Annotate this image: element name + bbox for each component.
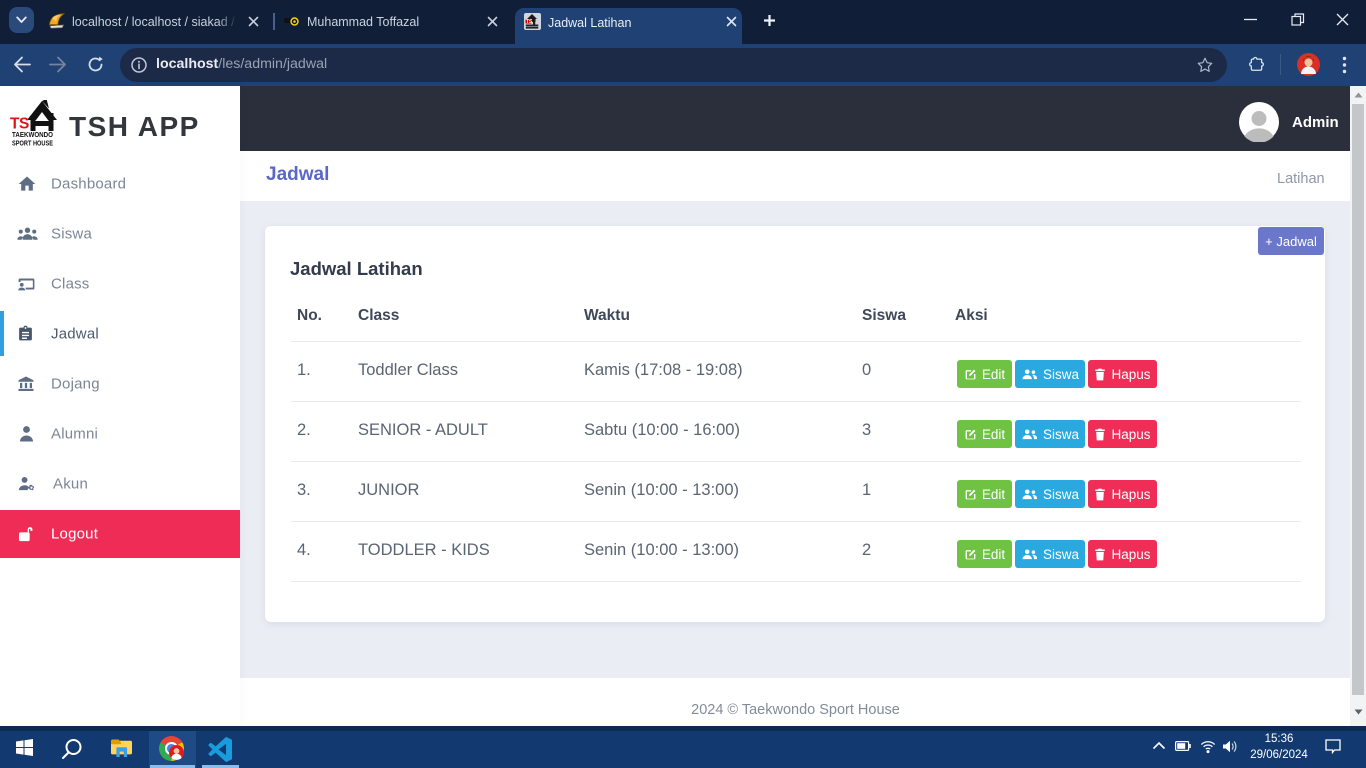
- svg-text:SPORT HOUSE: SPORT HOUSE: [12, 141, 53, 148]
- svg-text:TS: TS: [10, 116, 29, 133]
- svg-text:TS: TS: [526, 19, 533, 25]
- svg-text:TAEKWONDO: TAEKWONDO: [12, 132, 53, 139]
